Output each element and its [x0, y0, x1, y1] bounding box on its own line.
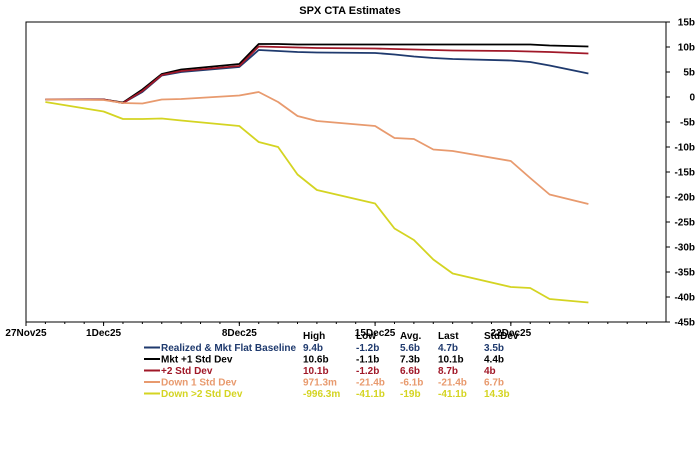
series-layer: [45, 43, 589, 304]
legend: High Low Avg. Last StdDev Realized & Mkt Flat…: [144, 331, 519, 400]
legend-label: Realized & Mkt Flat Baseline: [161, 343, 296, 354]
y-tick-label: -30b: [674, 243, 695, 254]
y-tick-label: -20b: [674, 193, 695, 204]
stats-value: 10.6b: [303, 355, 329, 366]
y-tick-label: -25b: [674, 218, 695, 229]
stats-value: -6.1b: [400, 378, 423, 389]
stats-header: StdDev: [484, 331, 519, 342]
stats-value: 4b: [484, 366, 496, 377]
stats-value: -1.2b: [356, 343, 379, 354]
stats-header: Low: [356, 331, 376, 342]
chart-title: SPX CTA Estimates: [299, 5, 400, 17]
stats-value: -996.3m: [303, 389, 340, 400]
stats-value: -1.1b: [356, 355, 379, 366]
series-line-2: [45, 43, 589, 104]
y-tick-label: 0: [689, 93, 695, 104]
x-tick-label: 8Dec25: [222, 328, 257, 339]
stats-value: 4.4b: [484, 355, 504, 366]
stats-header: High: [303, 331, 325, 342]
legend-label: +2 Std Dev: [161, 366, 213, 377]
y-tick-label: -15b: [674, 168, 695, 179]
y-tick-label: 15b: [678, 18, 695, 29]
x-tick-label: 27Nov25: [5, 328, 47, 339]
stats-value: 4.7b: [438, 343, 458, 354]
plot-area: [25, 21, 667, 323]
y-tick-label: 10b: [678, 43, 695, 54]
y-axis: 15b 10b 5b 0 -5b -10b -15b -20b -25b -30b -35b -40b…: [666, 18, 695, 329]
y-tick-label: -5b: [680, 118, 695, 129]
x-tick-label: 15Dec25: [355, 328, 396, 339]
stats-header: Avg.: [400, 331, 422, 342]
legend-label: Mkt +1 Std Dev: [161, 355, 233, 366]
stats-value: 6.7b: [484, 378, 504, 389]
stats-value: -21.4b: [438, 378, 467, 389]
stats-value: 7.3b: [400, 355, 420, 366]
stats-value: 971.3m: [303, 378, 337, 389]
stats-value: 6.6b: [400, 366, 420, 377]
stats-value: -41.1b: [438, 389, 467, 400]
stats-value: -21.4b: [356, 378, 385, 389]
stats-value: 10.1b: [438, 355, 464, 366]
stats-value: 5.6b: [400, 343, 420, 354]
series-line-5: [45, 101, 589, 304]
legend-label: Down >2 Std Dev: [161, 389, 243, 400]
x-tick-label: 22Dec25: [491, 328, 532, 339]
stats-value: -41.1b: [356, 389, 385, 400]
legend-label: Down 1 Std Dev: [161, 378, 237, 389]
stats-header: Last: [438, 331, 459, 342]
y-tick-label: -35b: [674, 268, 695, 279]
y-tick-label: 5b: [683, 68, 695, 79]
series-line-4: [45, 91, 589, 205]
stats-value: 3.5b: [484, 343, 504, 354]
stats-value: -1.2b: [356, 366, 379, 377]
x-axis: 27Nov25 1Dec25 8Dec25 15Dec25 22Dec25: [5, 322, 648, 339]
stats-value: 14.3b: [484, 389, 510, 400]
stats-value: 9.4b: [303, 343, 323, 354]
stats-value: 10.1b: [303, 366, 329, 377]
y-tick-label: -45b: [674, 318, 695, 329]
stats-value: -19b: [400, 389, 421, 400]
y-tick-label: -10b: [674, 143, 695, 154]
stats-value: 8.7b: [438, 366, 458, 377]
series-line-3: [45, 45, 589, 104]
y-tick-label: -40b: [674, 293, 695, 304]
x-tick-label: 1Dec25: [86, 328, 121, 339]
